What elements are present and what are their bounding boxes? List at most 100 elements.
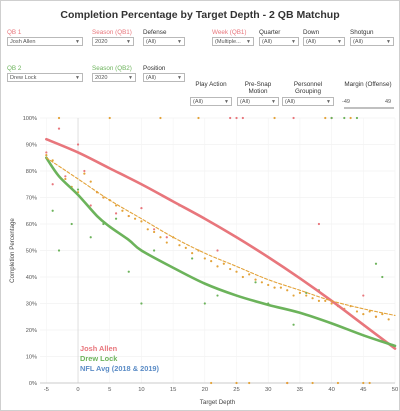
x-tick-label: 20 <box>202 387 208 393</box>
data-point <box>159 236 162 239</box>
data-point <box>317 222 321 226</box>
filter-dropdown[interactable]: (Multiple... ▼ <box>212 37 254 46</box>
filter-season-qb1: Season (QB1) 2020 ▼ <box>92 29 134 46</box>
filter-dropdown[interactable]: Drew Lock ▼ <box>7 73 83 82</box>
margin-max-value: 49 <box>385 99 392 105</box>
chevron-down-icon: ▼ <box>291 39 296 45</box>
y-tick-label: 10% <box>26 355 37 361</box>
filter-value: (All) <box>306 39 316 45</box>
filter-dropdown[interactable]: (All) ▼ <box>143 37 185 46</box>
filter-dropdown[interactable]: (All) ▼ <box>190 97 232 106</box>
data-point <box>286 289 289 292</box>
data-point <box>374 262 378 265</box>
data-point <box>57 127 61 130</box>
filter-shotgun: Shotgun (All) ▼ <box>350 29 394 46</box>
data-point <box>165 236 168 239</box>
data-point <box>89 236 92 239</box>
data-point <box>222 262 225 265</box>
data-point <box>260 281 263 284</box>
data-point <box>89 180 92 183</box>
data-point <box>241 275 244 279</box>
data-point <box>57 249 61 252</box>
filter-value: (Multiple... <box>215 39 241 45</box>
chevron-down-icon: ▼ <box>75 39 80 45</box>
data-point <box>191 252 194 255</box>
data-point <box>165 241 168 244</box>
filter-qb-2: QB 2 Drew Lock ▼ <box>7 65 83 82</box>
x-tick-label: -5 <box>44 387 49 393</box>
x-tick-label: 5 <box>108 387 111 393</box>
data-point <box>381 275 384 279</box>
data-point <box>203 302 206 305</box>
data-point <box>349 116 352 120</box>
data-point <box>140 220 143 223</box>
data-point <box>51 183 54 186</box>
y-axis-title: Completion Percentage <box>9 218 16 283</box>
data-point <box>229 116 232 120</box>
data-point <box>324 116 327 120</box>
filter-dropdown[interactable]: (All) ▼ <box>350 37 394 46</box>
x-tick-label: 35 <box>297 387 303 393</box>
filter-dropdown[interactable]: Josh Allen ▼ <box>7 37 83 46</box>
data-point <box>127 270 130 273</box>
data-point <box>330 302 333 305</box>
margin-slider-track[interactable] <box>344 107 394 109</box>
filter-dropdown[interactable]: (All) ▼ <box>303 37 345 46</box>
data-point <box>374 315 378 318</box>
chevron-down-icon: ▼ <box>128 75 133 81</box>
drew-lock-trend-line <box>45 156 397 348</box>
data-point <box>114 212 118 215</box>
data-point <box>70 222 73 226</box>
data-point <box>362 294 365 297</box>
data-point <box>216 249 219 252</box>
filter-season-qb2: Season (QB2) 2020 ▼ <box>92 65 136 82</box>
data-point <box>121 209 124 212</box>
filter-value: (All) <box>353 39 363 45</box>
data-point <box>292 323 295 326</box>
nfl-avg-trend-line <box>45 157 396 316</box>
legend-entry: Drew Lock <box>80 354 118 363</box>
data-point <box>64 177 67 181</box>
data-point <box>83 169 86 173</box>
filter-dropdown[interactable]: 2020 ▼ <box>92 73 136 82</box>
filter-defense: Defense (All) ▼ <box>143 29 185 46</box>
data-point <box>76 188 80 191</box>
data-point <box>311 381 314 385</box>
data-point <box>235 116 238 120</box>
filter-dropdown[interactable]: (All) ▼ <box>282 97 334 106</box>
x-axis-title: Target Depth <box>200 399 236 406</box>
y-tick-label: 40% <box>26 275 37 281</box>
chevron-down-icon: ▼ <box>271 99 276 105</box>
data-point <box>381 313 384 316</box>
chevron-down-icon: ▼ <box>177 75 182 81</box>
filter-dropdown[interactable]: (All) ▼ <box>259 37 299 46</box>
data-point <box>229 267 232 271</box>
y-tick-label: 60% <box>26 222 37 228</box>
data-point <box>153 230 156 234</box>
filter-dropdown[interactable]: 2020 ▼ <box>92 37 134 46</box>
data-point <box>368 381 371 385</box>
data-point <box>241 116 244 120</box>
filter-dropdown[interactable]: (All) ▼ <box>143 73 185 82</box>
y-tick-label: 20% <box>26 328 37 334</box>
data-point <box>45 154 48 157</box>
filter-qb-1: QB 1 Josh Allen ▼ <box>7 29 83 46</box>
x-tick-label: 10 <box>138 387 144 393</box>
data-point <box>324 299 327 302</box>
filter-value: (All) <box>262 39 272 45</box>
data-point <box>387 318 390 321</box>
x-tick-label: 30 <box>265 387 271 393</box>
filter-label: Season (QB2) <box>92 65 132 72</box>
data-point <box>311 297 314 300</box>
data-point <box>51 209 54 212</box>
data-point <box>235 270 238 273</box>
filter-label: Position <box>143 65 166 72</box>
filter-value: (All) <box>193 99 203 105</box>
chevron-down-icon: ▼ <box>177 39 182 45</box>
chart-gridlines <box>40 117 396 384</box>
data-point <box>203 257 206 260</box>
x-tick-label: 25 <box>233 387 239 393</box>
filter-dropdown[interactable]: (All) ▼ <box>237 97 279 106</box>
